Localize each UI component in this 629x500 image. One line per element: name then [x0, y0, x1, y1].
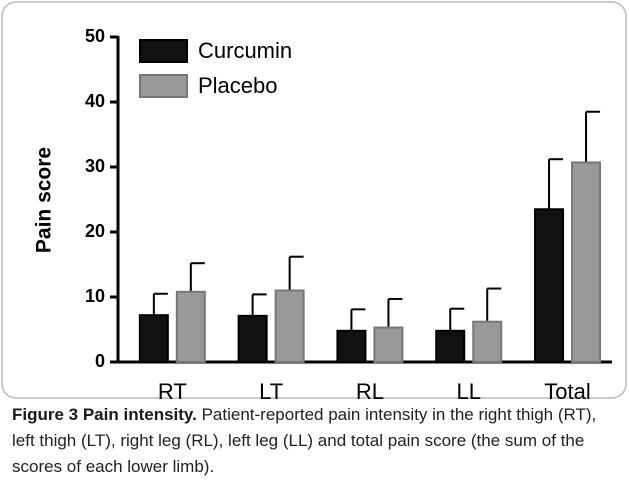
y-tick-label: 30 [85, 156, 105, 176]
bar [373, 326, 404, 363]
bar [274, 289, 305, 363]
caption-text: Patient-reported pain intensity in the r… [12, 405, 597, 476]
legend-swatch [139, 74, 188, 98]
bar [336, 329, 367, 363]
bar [571, 161, 602, 363]
frame [1, 1, 627, 399]
bar [435, 329, 466, 363]
legend-swatch [139, 39, 188, 63]
legend-label: Curcumin [198, 38, 292, 63]
bar [534, 208, 565, 363]
bar [472, 320, 503, 364]
x-tick-label: RL [356, 379, 384, 400]
y-tick-label: 0 [95, 351, 105, 371]
chart: Pain score 0 10 20 30 40 50 RT LT RL LL Total Curcu… [1, 1, 627, 400]
y-tick-label: 10 [85, 286, 105, 306]
x-tick-label: Total [544, 379, 590, 400]
bar [175, 290, 206, 363]
x-tick-label: LT [259, 379, 283, 400]
caption-label: Figure 3 Pain intensity. [12, 405, 197, 424]
bar [138, 314, 169, 364]
caption: Figure 3 Pain intensity. Patient-reporte… [12, 402, 617, 480]
y-tick-label: 20 [85, 221, 105, 241]
x-tick-label: RT [158, 379, 187, 400]
bar [237, 314, 268, 364]
y-tick-label: 50 [85, 26, 105, 46]
y-axis-label: Pain score [33, 147, 56, 253]
y-tick-label: 40 [85, 91, 105, 111]
legend-label: Placebo [198, 73, 278, 98]
x-tick-label: LL [456, 379, 480, 400]
